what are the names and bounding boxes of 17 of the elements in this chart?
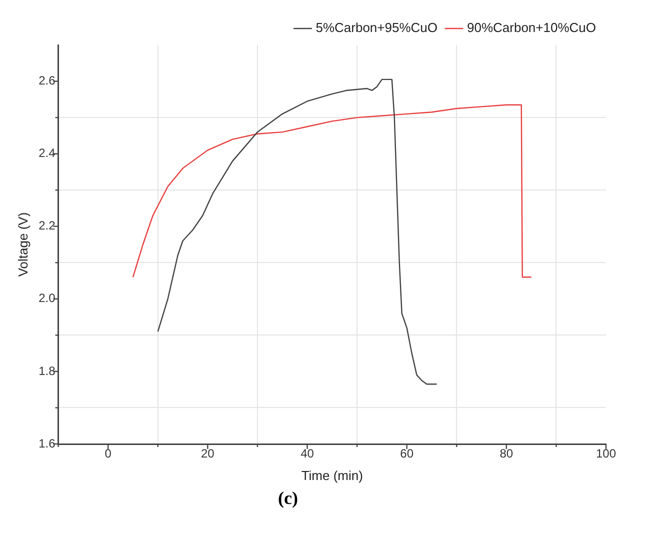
y-tick-label: 2.4 xyxy=(38,146,56,160)
x-axis-title: Time (min) xyxy=(301,468,363,483)
x-tick-label: 40 xyxy=(300,446,314,461)
y-tick-label: 2.6 xyxy=(38,74,56,88)
x-tick-label: 80 xyxy=(500,446,514,461)
y-axis-title: Voltage (V) xyxy=(15,212,30,277)
x-tick-label: 0 xyxy=(104,446,112,461)
x-tick-label: 100 xyxy=(596,446,616,461)
y-tick-label: 1.8 xyxy=(38,364,56,378)
y-tick-label: 2.0 xyxy=(38,291,56,306)
y-tick-label: 2.2 xyxy=(38,218,56,233)
y-tick-label: 1.6 xyxy=(38,436,56,450)
x-tick-label: 60 xyxy=(400,446,414,461)
legend-label: 90%Carbon+10%CuO xyxy=(467,20,596,36)
text: (c) xyxy=(277,488,299,509)
legend-label: 5%Carbon+95%CuO xyxy=(316,20,438,36)
x-tick-label: 20 xyxy=(200,446,215,461)
